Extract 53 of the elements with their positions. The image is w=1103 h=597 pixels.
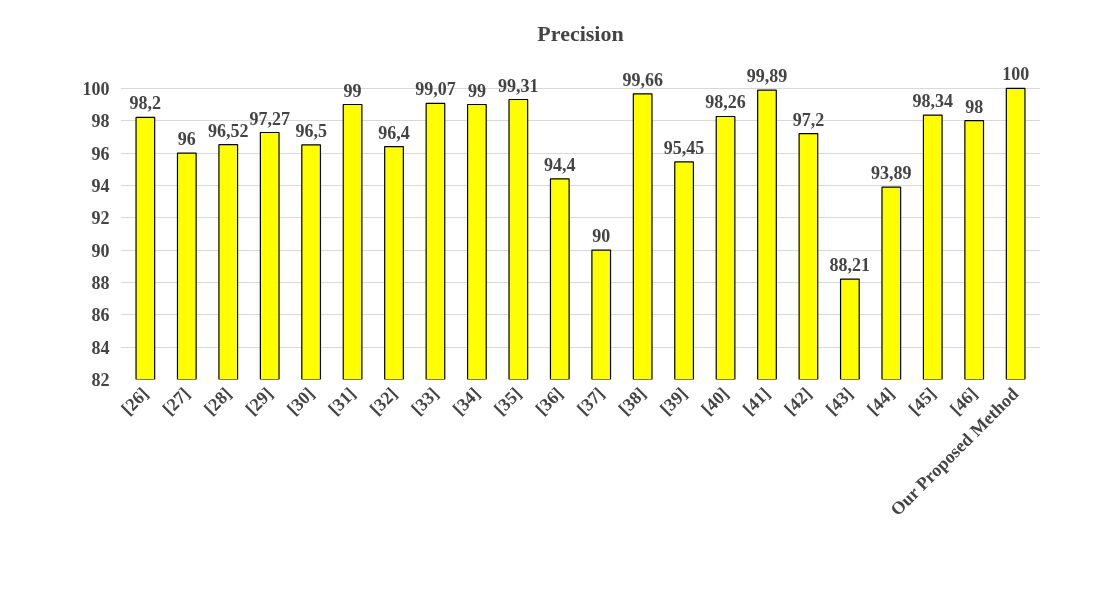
chart-title: Precision: [537, 20, 624, 46]
x-tick-label: [38]: [614, 383, 650, 419]
data-label: 99: [343, 80, 362, 101]
x-tick-label: [41]: [738, 383, 775, 419]
x-tick-label: [37]: [572, 383, 609, 419]
data-label: 98,2: [129, 93, 162, 114]
data-label: 97,2: [792, 109, 825, 130]
x-tick-label: [30]: [282, 383, 319, 419]
data-label: 96,5: [295, 120, 327, 141]
y-tick-label: 84: [91, 337, 110, 358]
data-label: 94,4: [544, 154, 576, 175]
data-label: 90: [592, 226, 611, 247]
x-tick-label: [28]: [199, 383, 236, 419]
data-label: 99: [467, 80, 486, 101]
y-tick-label: 88: [91, 272, 110, 293]
x-tick-label: [32]: [365, 383, 402, 419]
y-tick-label: 92: [91, 208, 110, 229]
data-label: 99,66: [622, 69, 663, 90]
x-tick-label: [45]: [904, 383, 940, 419]
data-label: 98: [965, 96, 984, 117]
data-label: 99,31: [498, 75, 539, 96]
x-tick-label: [34]: [448, 383, 484, 419]
x-tick-label: [36]: [531, 383, 567, 419]
y-tick-label: 98: [91, 111, 110, 132]
x-tick-label: [33]: [407, 383, 443, 419]
data-label: 96,4: [378, 122, 410, 143]
y-tick-label: 82: [91, 370, 110, 390]
x-tick-label: [29]: [241, 383, 277, 419]
y-tick-label: 90: [91, 240, 110, 261]
x-tick-label: [42]: [780, 383, 816, 419]
y-tick-label: 100: [82, 78, 110, 99]
data-label: 96: [177, 129, 196, 150]
x-tick-label: [39]: [655, 383, 692, 419]
data-label: 95,45: [663, 137, 705, 158]
x-tick-label: [35]: [490, 383, 526, 419]
data-label: 99,89: [746, 66, 788, 87]
x-tick-label: [44]: [863, 383, 899, 419]
data-label: 96,52: [208, 120, 249, 141]
x-tick-label: [27]: [158, 383, 194, 419]
y-tick-label: 94: [91, 175, 110, 196]
data-label: 98,26: [705, 92, 746, 113]
data-label: 100: [1002, 64, 1030, 85]
data-label: 97,27: [249, 108, 290, 129]
x-tick-label: [31]: [324, 383, 360, 419]
x-tick-label: [26]: [117, 383, 153, 419]
y-tick-label: 96: [91, 143, 110, 164]
data-label: 88,21: [829, 255, 871, 276]
x-tick-label: [43]: [821, 383, 857, 419]
x-tick-label: [40]: [697, 383, 733, 419]
data-label: 98,34: [912, 91, 953, 112]
y-tick-label: 86: [91, 305, 110, 326]
data-label: 93,89: [871, 163, 912, 184]
data-label: 99,07: [415, 79, 456, 100]
